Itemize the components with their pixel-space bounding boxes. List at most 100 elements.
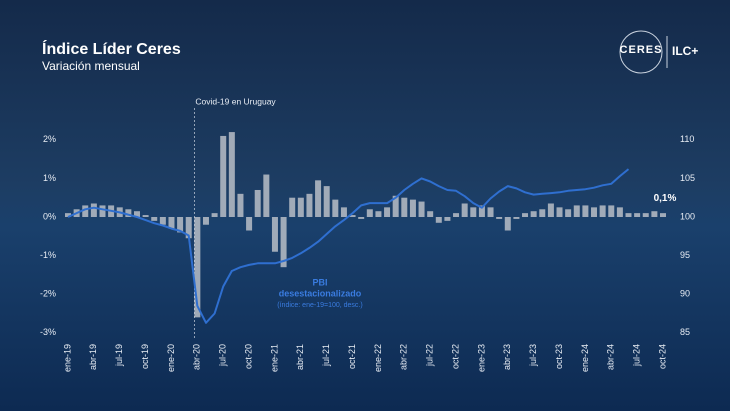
bar (375, 211, 382, 217)
x-tick-label: ene-22 (373, 344, 383, 372)
bar (177, 217, 184, 233)
logo-ilc: ILC+ (672, 44, 698, 58)
x-tick-label: abr-23 (502, 344, 512, 370)
bar (315, 180, 322, 217)
bar (384, 207, 391, 217)
bar (99, 205, 106, 217)
subtitle: Variación mensual (42, 59, 140, 73)
x-tick-label: oct-23 (554, 344, 564, 369)
y-tick-label: -1% (40, 250, 56, 260)
bar (478, 205, 485, 217)
bar (496, 217, 503, 219)
x-tick-label: jul-24 (632, 344, 642, 367)
bar (366, 209, 373, 217)
bar (133, 211, 140, 217)
y-tick-label: 1% (43, 173, 56, 183)
bar (220, 135, 227, 217)
x-tick-label: jul-23 (528, 344, 538, 367)
x-tick-label: jul-20 (218, 344, 228, 367)
bar (211, 213, 218, 217)
x-tick-label: oct-19 (140, 344, 150, 369)
bar (168, 217, 175, 229)
y-tick-label: 0% (43, 211, 56, 221)
annotation-text: Covid-19 en Uruguay (195, 96, 276, 106)
bar (530, 211, 537, 217)
bar (453, 213, 460, 217)
line-label: desestacionalizado (279, 288, 362, 298)
bar (263, 174, 270, 217)
bar (125, 209, 132, 217)
bar (280, 217, 287, 268)
bar (660, 213, 666, 217)
y-tick-label: -3% (40, 327, 56, 337)
bar (297, 197, 304, 217)
x-tick-label: abr-22 (399, 344, 409, 370)
bar (470, 207, 477, 217)
bar (487, 207, 494, 217)
bar (401, 197, 408, 217)
logo-ceres: CERES (620, 44, 663, 56)
x-tick-label: abr-20 (192, 344, 202, 370)
y2-tick-label: 85 (680, 327, 690, 337)
bar (228, 132, 235, 217)
bar (573, 205, 580, 217)
bar (625, 213, 632, 217)
bar (444, 217, 451, 221)
bar (513, 217, 520, 219)
bar (582, 205, 589, 217)
line-label: PBI (312, 277, 327, 287)
bar (427, 211, 434, 217)
bar (461, 203, 468, 217)
x-tick-label: oct-20 (243, 344, 253, 369)
x-tick-label: jul-22 (425, 344, 435, 367)
value-label: 0,1% (654, 193, 677, 204)
bar (409, 199, 416, 217)
x-tick-label: ene-19 (62, 344, 72, 372)
x-tick-label: abr-24 (606, 344, 616, 370)
bar (504, 217, 511, 231)
bar (565, 209, 572, 217)
y2-tick-label: 95 (680, 250, 690, 260)
bar (349, 215, 356, 217)
bar (591, 207, 598, 217)
bar (65, 213, 71, 217)
x-tick-label: ene-21 (269, 344, 279, 372)
bar (418, 201, 425, 217)
bar (642, 213, 649, 217)
bar (651, 211, 658, 217)
bar (90, 203, 97, 217)
y2-tick-label: 100 (680, 211, 695, 221)
bar (340, 207, 347, 217)
x-tick-label: jul-19 (114, 344, 124, 367)
bar (151, 217, 158, 221)
bar (82, 205, 89, 217)
bar (254, 189, 261, 217)
title: Índice Líder Ceres (42, 39, 181, 58)
bar (159, 217, 166, 225)
bar (435, 217, 442, 223)
y2-tick-label: 90 (680, 289, 690, 299)
bar (634, 213, 641, 217)
x-tick-label: abr-21 (295, 344, 305, 370)
y-tick-label: 2% (43, 134, 56, 144)
bar (608, 205, 615, 217)
bar (547, 203, 554, 217)
bar (237, 193, 244, 217)
x-tick-label: oct-21 (347, 344, 357, 369)
bar (332, 199, 339, 217)
line-note: (índice: ene-19=100, desc.) (277, 302, 362, 309)
x-tick-label: ene-20 (166, 344, 176, 372)
bar (616, 207, 623, 217)
x-tick-label: ene-24 (580, 344, 590, 372)
bar (599, 205, 606, 217)
bar (194, 217, 201, 318)
x-tick-label: ene-23 (476, 344, 486, 372)
bar (202, 217, 209, 225)
y-tick-label: -2% (40, 289, 56, 299)
bar (271, 217, 278, 252)
line (67, 168, 630, 324)
bar (185, 217, 192, 239)
bar (142, 215, 149, 217)
